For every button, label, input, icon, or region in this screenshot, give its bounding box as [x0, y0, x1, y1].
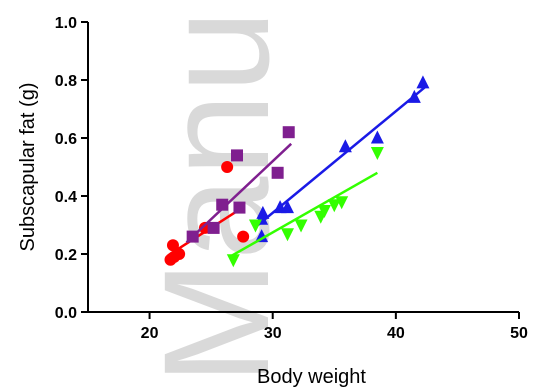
x-tick-label: 20 — [141, 325, 159, 342]
data-point — [186, 230, 199, 243]
data-point — [282, 126, 295, 139]
series-fit-line — [228, 171, 379, 258]
data-point — [207, 221, 220, 234]
y-axis-title: Subscapular fat (g) — [17, 83, 39, 252]
data-point — [317, 205, 331, 218]
x-axis-title: Body weight — [257, 366, 366, 388]
series-3 — [226, 147, 384, 268]
data-point — [166, 239, 179, 252]
data-point — [271, 166, 284, 179]
y-tick-label: 0.6 — [55, 131, 77, 148]
data-point — [280, 200, 294, 214]
data-point — [370, 147, 384, 160]
data-point — [256, 205, 270, 219]
data-point — [338, 139, 352, 153]
x-tick-label: 30 — [264, 325, 282, 342]
y-tick-label: 1.0 — [55, 15, 77, 32]
data-point — [416, 75, 430, 89]
x-ticks: 20 30 40 50 — [141, 312, 528, 342]
data-point — [370, 130, 384, 144]
series-0 — [164, 161, 250, 266]
data-point — [248, 219, 262, 233]
data-point — [231, 149, 244, 162]
y-tick-label: 0.8 — [55, 73, 77, 90]
data-point — [221, 161, 234, 173]
data-point — [407, 89, 421, 103]
data-point — [294, 219, 308, 233]
y-tick-label: 0.4 — [55, 189, 77, 206]
data-point — [237, 230, 250, 243]
series-fit-line — [185, 142, 293, 244]
watermark-text: Manu — [132, 10, 300, 385]
data-point — [327, 199, 341, 213]
series-1 — [185, 126, 295, 244]
plot-marks — [164, 75, 430, 268]
series-2 — [255, 75, 430, 243]
data-point — [233, 201, 246, 214]
y-tick-label: 0.2 — [55, 247, 77, 264]
data-point — [226, 254, 240, 268]
x-tick-label: 40 — [387, 325, 405, 342]
data-point — [173, 248, 186, 260]
axes — [87, 22, 519, 313]
data-point — [255, 229, 269, 243]
data-point — [335, 196, 349, 210]
data-point — [216, 198, 229, 211]
series-fit-line — [257, 84, 428, 226]
y-ticks: 0.0 0.2 0.4 0.6 0.8 1.0 — [55, 15, 88, 322]
y-tick-label: 0.0 — [55, 305, 77, 322]
data-point — [280, 228, 294, 242]
x-tick-label: 50 — [510, 325, 528, 342]
